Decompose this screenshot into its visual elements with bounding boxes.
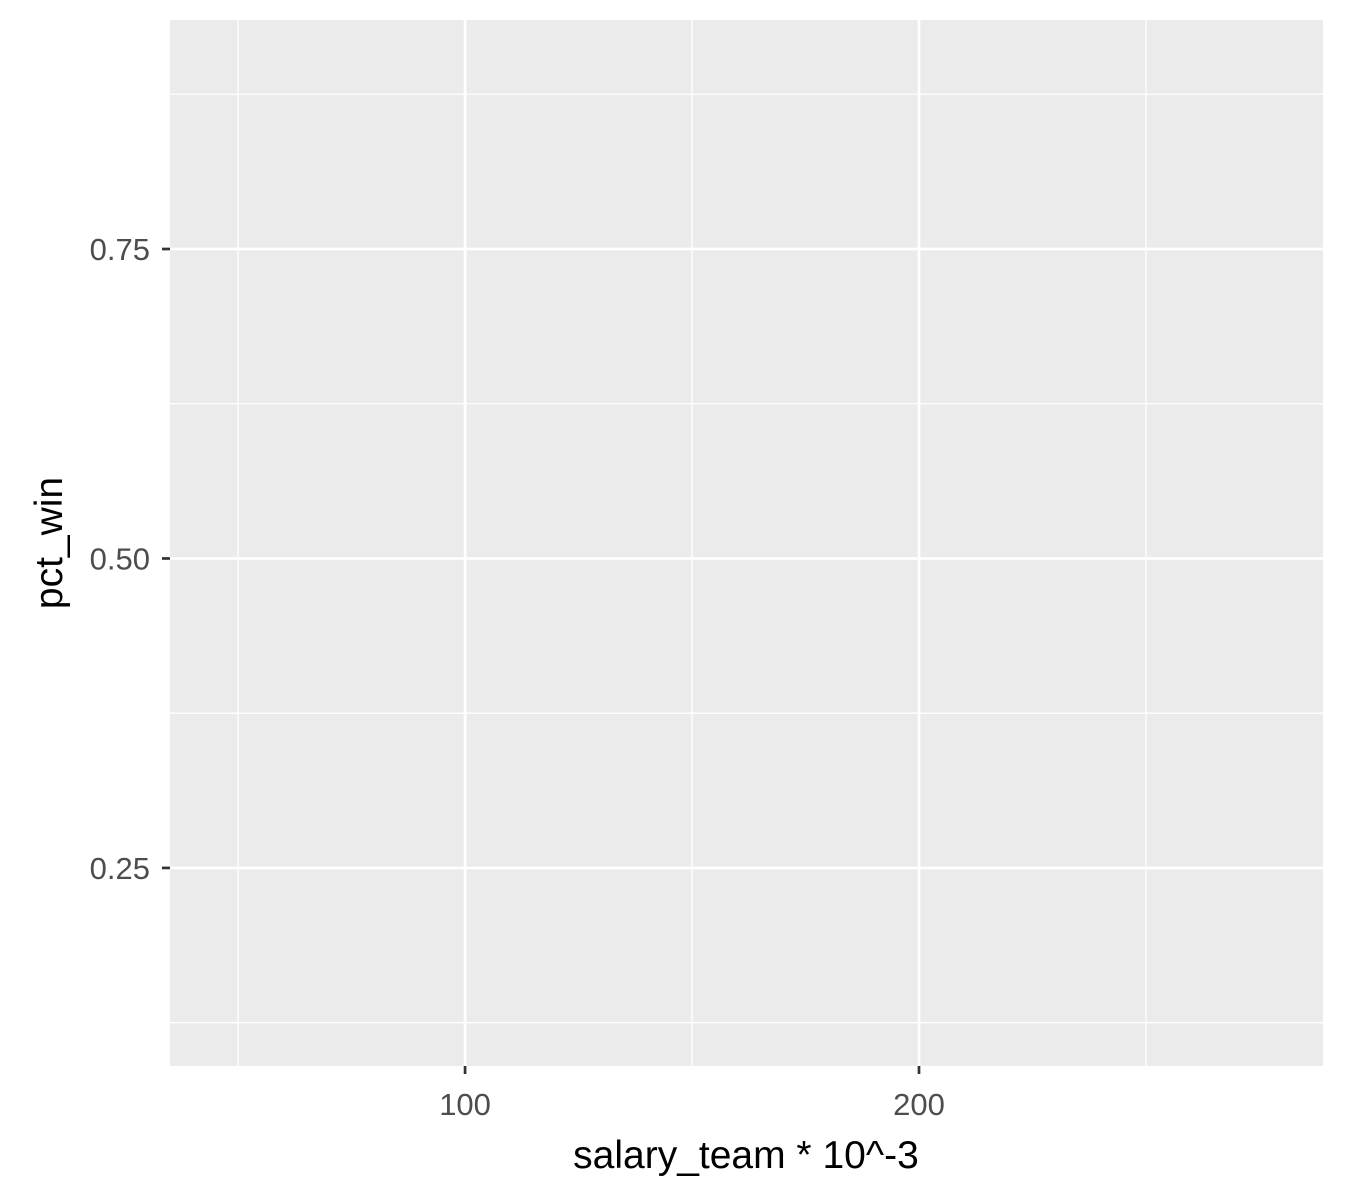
y-axis: 0.25 0.50 0.75	[90, 232, 170, 886]
y-tick-label: 0.75	[90, 232, 150, 267]
y-tick-label: 0.50	[90, 541, 150, 576]
x-axis-title: salary_team * 10^-3	[573, 1134, 919, 1177]
x-tick-label: 100	[439, 1087, 491, 1122]
y-axis-title: pct_win	[28, 477, 71, 609]
x-tick-label: 200	[893, 1087, 945, 1122]
y-tick-label: 0.25	[90, 851, 150, 886]
minor-grid-lines	[170, 20, 1323, 1066]
major-grid-lines	[170, 20, 1323, 1066]
plot-panel	[170, 20, 1323, 1066]
x-axis: 100 200	[439, 1066, 945, 1122]
